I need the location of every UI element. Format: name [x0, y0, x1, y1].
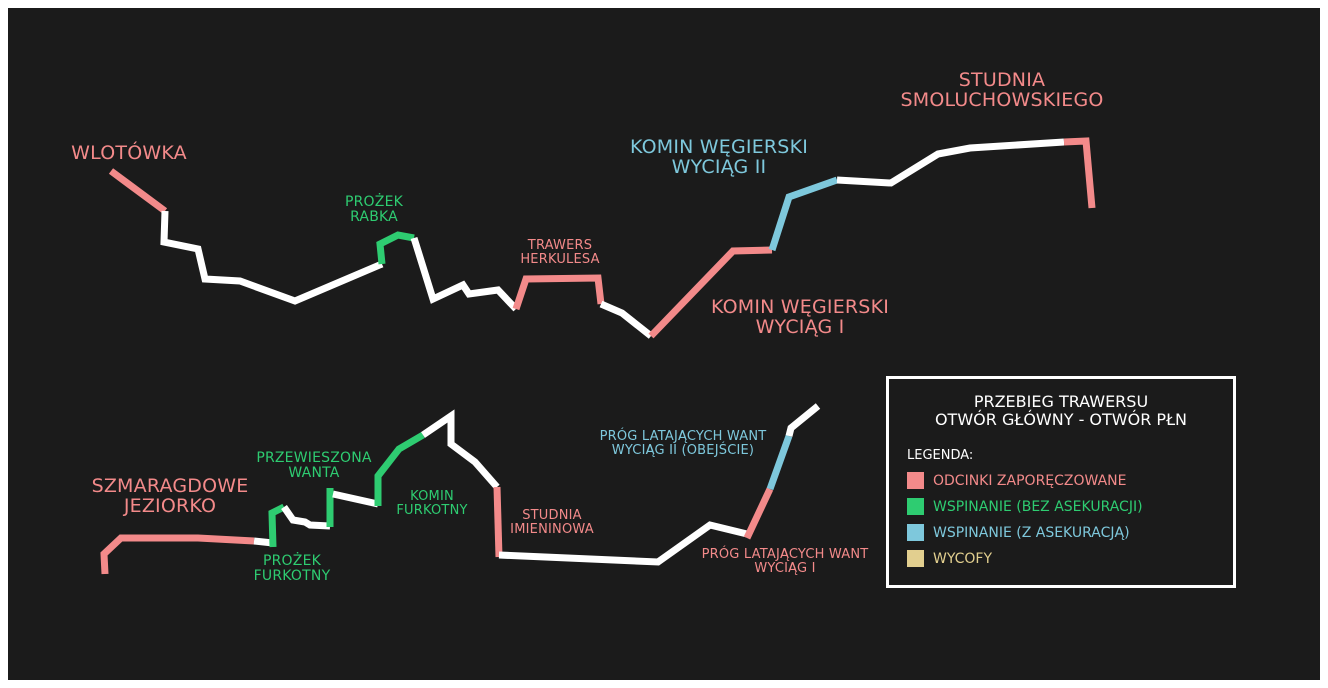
legend-swatch: [907, 524, 924, 542]
label-line: PRÓG LATAJĄCYCH WANT: [701, 547, 869, 562]
route-wlotowka-rope: [108, 168, 168, 214]
label-prozek-rabka: PROŻEK RABKA: [345, 195, 403, 224]
label-line: PROŻEK: [262, 553, 322, 569]
label-line: KOMIN WĘGIERSKI: [629, 136, 809, 158]
label-komin-wegierski-2: KOMIN WĘGIERSKI WYCIĄG II: [629, 136, 809, 178]
route-prozek-furkotny-climb: [268, 503, 286, 548]
route-prozek-rabka-climb: [376, 231, 415, 265]
legend-swatch: [907, 472, 924, 490]
label-studnia-imieninowa: STUDNIA IMIENINOWA: [510, 509, 594, 536]
label-trawers-herkulesa: TRAWERS HERKULESA: [520, 239, 599, 266]
legend-title-line: PRZEBIEG TRAWERSU: [973, 392, 1149, 411]
route-studnia-imieninowa-rope: [493, 486, 503, 558]
legend-swatch: [907, 550, 924, 568]
label-line: SZMARAGDOWE: [91, 475, 249, 497]
route-trawers-herkulesa-rope: [512, 274, 605, 311]
label-line: PRÓG LATAJĄCYCH WANT: [599, 429, 767, 444]
label-line: WYCIĄG I: [754, 560, 816, 576]
legend-title-line: OTWÓR GŁÓWNY - OTWÓR PŁN: [934, 409, 1188, 429]
label-line: STUDNIA: [522, 508, 582, 523]
route-passage-segment: [332, 490, 379, 508]
label-line: FURKOTNY: [253, 567, 331, 584]
label-line: WYCIĄG II: [671, 155, 767, 178]
route-passage-segment: [421, 409, 500, 490]
route-komin-furkotny-climb: [374, 431, 425, 506]
legend-item-label: WYCOFY: [933, 550, 993, 567]
label-szmaragdowe-jeziorko: SZMARAGDOWE JEZIORKO: [91, 475, 249, 517]
label-line: TRAWERS: [527, 238, 593, 253]
route-komin-wegierski-1-rope: [648, 246, 773, 339]
label-wlotowka: WLOTÓWKA: [71, 142, 187, 164]
label-line: PRZEWIESZONA: [256, 450, 372, 466]
label-line: RABKA: [350, 208, 398, 225]
label-line: JEZIORKO: [123, 494, 217, 517]
label-line: HERKULESA: [520, 251, 600, 267]
route-studnia-smoluchowskiego-rope: [1063, 137, 1096, 209]
route-passage-segment: [498, 521, 748, 566]
legend-swatch: [907, 498, 924, 516]
label-prog-2: PRÓG LATAJĄCYCH WANT WYCIĄG II (OBEJŚCIE…: [600, 430, 767, 457]
label-komin-wegierski-1: KOMIN WĘGIERSKI WYCIĄG I: [710, 296, 890, 338]
label-line: KOMIN WĘGIERSKI: [710, 296, 890, 318]
legend-item-fixed-rope: ODCINKI ZAPORĘCZOWANE: [907, 472, 1233, 490]
legend-item-climb-no-belay: WSPINANIE (BEZ ASEKURACJI): [907, 498, 1233, 516]
label-przewieszona-wanta: PRZEWIESZONA WANTA: [256, 451, 371, 480]
label-studnia-smoluchowskiego: STUDNIA SMOLUCHOWSKIEGO: [900, 69, 1104, 111]
label-line: WYCIĄG II (OBEJŚCIE): [611, 442, 755, 458]
legend-item-label: ODCINKI ZAPORĘCZOWANE: [933, 472, 1127, 489]
legend-item-retreat: WYCOFY: [907, 550, 1233, 568]
route-passage-segment: [836, 138, 1065, 187]
map-canvas: WLOTÓWKA PROŻEK RABKA TRAWERS HERKULESA …: [8, 8, 1320, 680]
route-prog-1-rope: [743, 487, 774, 540]
label-line: WYCIĄG I: [755, 315, 845, 338]
label-line: PROŻEK: [344, 194, 404, 210]
route-passage-segment: [785, 403, 821, 437]
label-line: WLOTÓWKA: [71, 142, 187, 164]
legend-item-climb-belay: WSPINANIE (Z ASEKURACJĄ): [907, 524, 1233, 542]
legend-item-label: WSPINANIE (BEZ ASEKURACJI): [933, 498, 1143, 515]
label-line: WANTA: [288, 464, 340, 481]
legend-title: PRZEBIEG TRAWERSU OTWÓR GŁÓWNY - OTWÓR P…: [889, 393, 1233, 428]
route-passage-segment: [410, 236, 519, 312]
legend-box: PRZEBIEG TRAWERSU OTWÓR GŁÓWNY - OTWÓR P…: [886, 376, 1236, 588]
label-line: KOMIN: [410, 489, 454, 504]
route-jeziorko-rope: [100, 534, 255, 575]
label-prozek-furkotny: PROŻEK FURKOTNY: [254, 554, 331, 583]
route-map: [100, 137, 1096, 575]
route-passage-segment: [281, 505, 331, 530]
route-passage-segment: [160, 210, 384, 305]
legend-item-label: WSPINANIE (Z ASEKURACJĄ): [933, 524, 1130, 541]
label-line: SMOLUCHOWSKIEGO: [900, 88, 1104, 111]
label-line: IMIENINOWA: [510, 521, 594, 537]
legend-heading: LEGENDA:: [907, 448, 974, 464]
label-prog-1: PRÓG LATAJĄCYCH WANT WYCIĄG I: [702, 548, 869, 575]
route-komin-wegierski-2-climb: [768, 176, 839, 252]
label-line: STUDNIA: [958, 69, 1046, 91]
label-komin-furkotny: KOMIN FURKOTNY: [396, 490, 467, 517]
route-passage-segment: [599, 300, 654, 339]
label-line: FURKOTNY: [396, 502, 468, 518]
route-prog-2-climb: [766, 434, 793, 491]
